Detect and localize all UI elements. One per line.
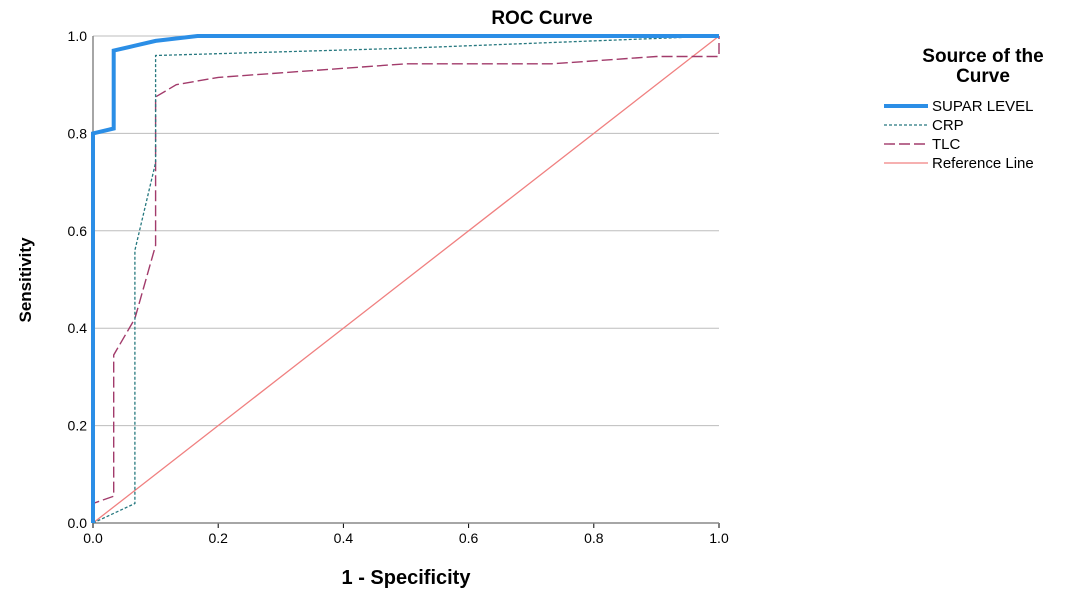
series-line-tlc: [92, 36, 720, 523]
legend-title-line-1: Source of the: [922, 46, 1043, 67]
y-tick-label: 0.4: [68, 320, 88, 336]
legend-title-line-2: Curve: [956, 66, 1010, 87]
legend: Source of the Curve SUPAR LEVEL CRP TLC Ref…: [884, 46, 1044, 172]
y-axis-label: Sensitivity: [16, 237, 35, 323]
tick-layer: 0.0 0.2 0.4 0.6 0.8 1.0 0.0 0.2 0.4 0.6 0.8 1.0: [68, 28, 729, 546]
x-tick-label: 0.0: [83, 530, 103, 546]
x-tick-label: 0.4: [334, 530, 354, 546]
legend-label: SUPAR LEVEL: [932, 98, 1033, 115]
legend-items: SUPAR LEVEL CRP TLC Reference Line: [884, 98, 1034, 172]
x-axis-label: 1 - Specificity: [342, 567, 472, 589]
y-tick-label: 0.8: [68, 125, 88, 141]
y-tick-label: 0.0: [68, 515, 88, 531]
series-layer: [91, 34, 720, 524]
y-tick-label: 0.6: [68, 223, 88, 239]
grid-layer: [93, 35, 719, 427]
series-line-reference-line: [92, 35, 720, 524]
legend-label: CRP: [932, 117, 964, 134]
legend-label: TLC: [932, 136, 961, 153]
chart-title: ROC Curve: [491, 8, 592, 29]
x-tick-label: 0.8: [584, 530, 604, 546]
series-line-crp: [92, 35, 720, 524]
x-tick-label: 0.6: [459, 530, 479, 546]
legend-label: Reference Line: [932, 155, 1034, 172]
series-line-supar-level: [91, 34, 719, 523]
x-tick-label: 0.2: [208, 530, 228, 546]
y-tick-label: 0.2: [68, 418, 88, 434]
y-tick-label: 1.0: [68, 28, 88, 44]
x-tick-label: 1.0: [709, 530, 729, 546]
